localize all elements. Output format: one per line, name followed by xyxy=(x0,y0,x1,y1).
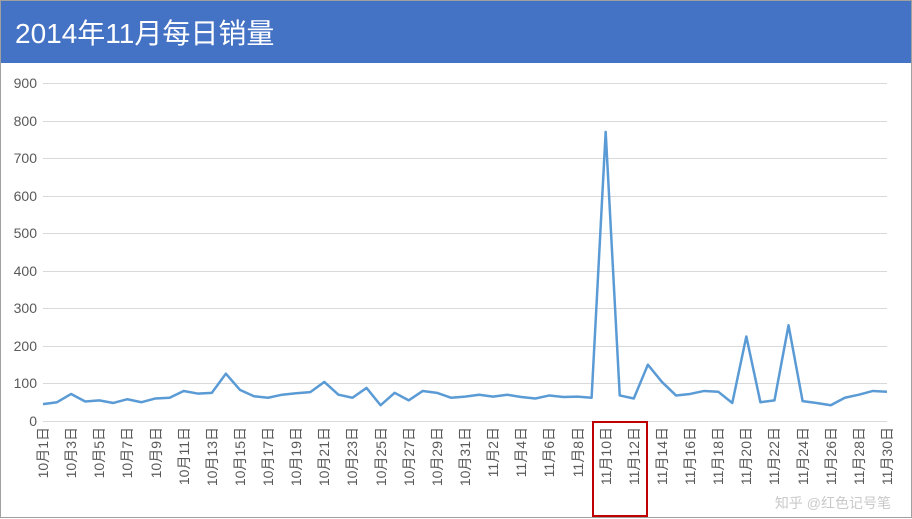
x-tick-label: 10月9日 xyxy=(146,427,166,478)
x-tick-label: 11月28日 xyxy=(849,427,869,485)
x-tick-label: 10月17日 xyxy=(258,427,278,486)
x-tick-label: 10月31日 xyxy=(455,427,475,486)
x-tick-label: 10月3日 xyxy=(61,427,81,478)
watermark: 知乎 @红色记号笔 xyxy=(775,493,891,513)
x-tick-label: 11月22日 xyxy=(764,427,784,485)
x-tick-label: 10月29日 xyxy=(427,427,447,486)
y-tick-label: 400 xyxy=(1,263,37,279)
x-tick-label: 10月1日 xyxy=(33,427,53,478)
x-tick-label: 11月8日 xyxy=(568,427,588,477)
y-tick-label: 500 xyxy=(1,225,37,241)
y-tick-label: 0 xyxy=(1,413,37,429)
line-series xyxy=(43,83,887,421)
chart-container: 2014年11月每日销量 0 100 200 300 400 500 600 700 800 90… xyxy=(0,0,912,518)
x-tick-label: 11月14日 xyxy=(652,427,672,485)
y-tick-label: 800 xyxy=(1,113,37,129)
y-tick-label: 200 xyxy=(1,338,37,354)
x-tick-label: 11月6日 xyxy=(539,427,559,477)
y-tick-label: 100 xyxy=(1,375,37,391)
x-tick-label: 11月16日 xyxy=(680,427,700,485)
x-tick-label: 10月11日 xyxy=(174,427,194,485)
y-tick-label: 600 xyxy=(1,188,37,204)
x-tick-label: 11月18日 xyxy=(708,427,728,485)
gridline xyxy=(43,421,887,422)
chart-title: 2014年11月每日销量 xyxy=(15,12,274,52)
x-tick-label: 10月7日 xyxy=(117,427,137,478)
plot-area xyxy=(43,83,887,421)
chart-header: 2014年11月每日销量 xyxy=(1,1,911,63)
x-tick-label: 11月20日 xyxy=(736,427,756,485)
x-tick-label: 10月19日 xyxy=(286,427,306,486)
x-tick-label: 10月13日 xyxy=(202,427,222,486)
x-tick-label: 11月30日 xyxy=(877,427,897,485)
x-tick-label: 11月26日 xyxy=(821,427,841,485)
chart-area: 0 100 200 300 400 500 600 700 800 900 10月1日 10月3日 10… xyxy=(1,63,911,519)
x-tick-label: 11月4日 xyxy=(511,427,531,477)
y-tick-label: 900 xyxy=(1,75,37,91)
x-tick-label: 10月27日 xyxy=(399,427,419,486)
y-tick-label: 700 xyxy=(1,150,37,166)
x-tick-label: 11月24日 xyxy=(793,427,813,485)
x-tick-label: 10月15日 xyxy=(230,427,250,486)
x-tick-label: 10月23日 xyxy=(342,427,362,486)
x-tick-label: 11月2日 xyxy=(483,427,503,477)
y-tick-label: 300 xyxy=(1,300,37,316)
highlight-box xyxy=(592,421,648,517)
x-tick-label: 10月5日 xyxy=(89,427,109,478)
x-tick-label: 10月21日 xyxy=(314,427,334,486)
x-tick-label: 10月25日 xyxy=(371,427,391,486)
